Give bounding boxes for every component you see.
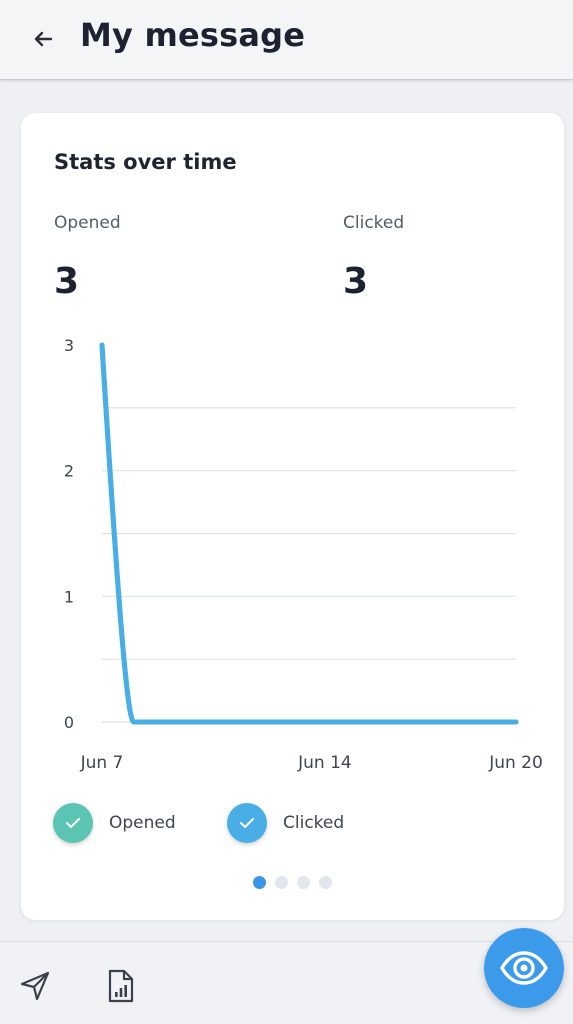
clicked-value: 3 [343, 261, 369, 302]
report-button[interactable] [104, 968, 138, 1004]
stats-card: Stats over time Opened 3 Clicked 3 0 1 2 3 J… [21, 113, 564, 920]
page-indicator [253, 876, 332, 889]
report-icon [108, 969, 134, 1003]
stats-title: Stats over time [54, 150, 237, 174]
opened-label: Opened [54, 213, 121, 233]
line-chart: 0 1 2 3 Jun 7 Jun 14 Jun 20 [64, 336, 543, 773]
check-icon [227, 803, 267, 843]
back-button[interactable] [26, 22, 60, 56]
send-button[interactable] [18, 968, 52, 1004]
legend-label-opened: Opened [109, 813, 176, 833]
legend-clicked[interactable]: Clicked [227, 803, 344, 843]
legend-label-clicked: Clicked [283, 813, 345, 833]
y-tick-label: 2 [64, 462, 74, 481]
page-dot[interactable] [253, 876, 266, 889]
page-dot[interactable] [319, 876, 332, 889]
y-tick-label: 1 [64, 587, 74, 606]
eye-icon [500, 951, 548, 985]
x-tick-label: Jun 14 [297, 753, 352, 773]
y-tick-label: 0 [64, 713, 74, 732]
page-title: My message [80, 16, 306, 54]
x-tick-label: Jun 7 [80, 753, 124, 773]
bottom-bar [0, 941, 573, 1024]
app-header: My message [0, 0, 573, 80]
arrow-left-icon [34, 31, 53, 47]
x-tick-label: Jun 20 [488, 753, 543, 773]
series-line-clicked [99, 342, 519, 725]
preview-button[interactable] [484, 928, 564, 1008]
check-icon [53, 803, 93, 843]
legend-opened[interactable]: Opened [53, 803, 176, 843]
y-tick-label: 3 [64, 336, 74, 355]
send-icon [20, 971, 50, 1001]
clicked-label: Clicked [343, 213, 405, 233]
page-dot[interactable] [297, 876, 310, 889]
page-dot[interactable] [275, 876, 288, 889]
opened-value: 3 [54, 261, 80, 302]
